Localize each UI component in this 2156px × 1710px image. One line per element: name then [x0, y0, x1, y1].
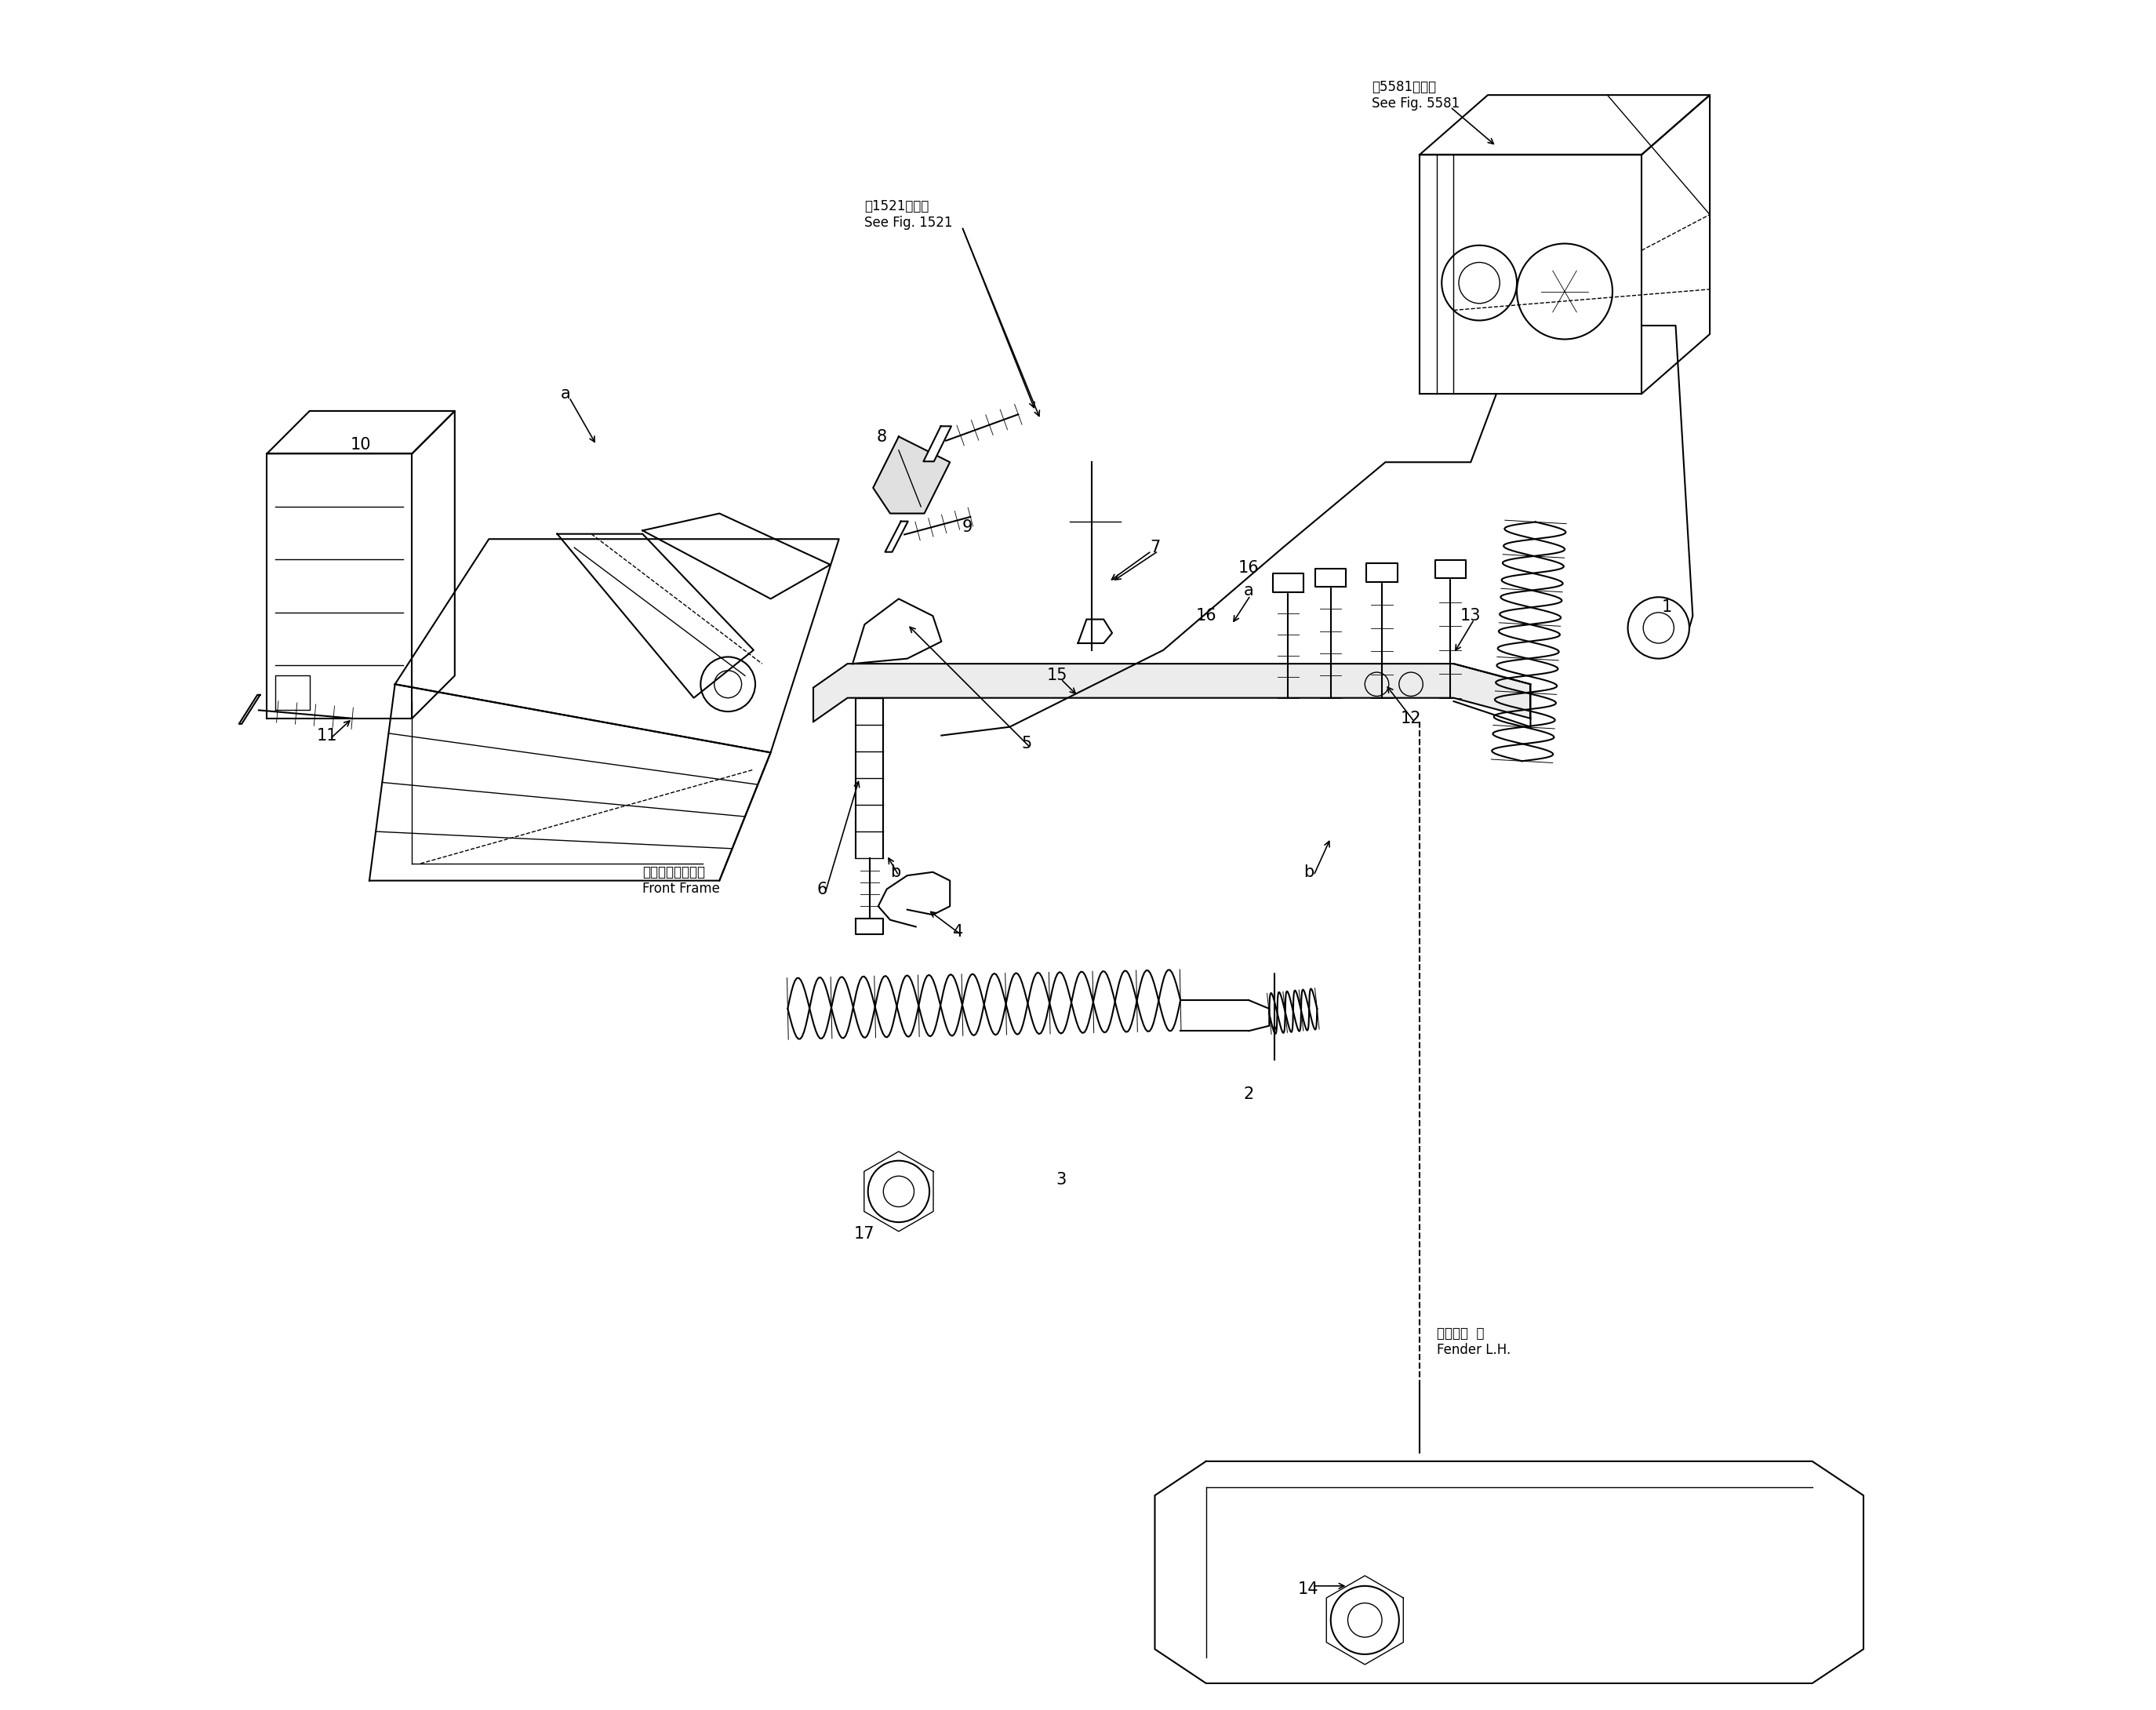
Text: 4: 4 [953, 923, 964, 940]
Text: 2: 2 [1244, 1086, 1255, 1101]
Text: 13: 13 [1460, 609, 1481, 624]
Text: 15: 15 [1048, 669, 1067, 684]
Text: フェンダ  左
Fender L.H.: フェンダ 左 Fender L.H. [1436, 1327, 1511, 1358]
Text: 14: 14 [1298, 1582, 1319, 1597]
Polygon shape [1436, 559, 1466, 578]
Polygon shape [1367, 563, 1397, 581]
Polygon shape [923, 426, 951, 462]
Text: b: b [890, 864, 901, 881]
Polygon shape [813, 663, 1531, 722]
Text: 笥5581図参照
See Fig. 5581: 笥5581図参照 See Fig. 5581 [1371, 80, 1460, 109]
Text: 5: 5 [1022, 735, 1033, 752]
Text: 11: 11 [317, 728, 336, 744]
Text: 3: 3 [1056, 1171, 1065, 1187]
Text: 12: 12 [1401, 711, 1421, 727]
Polygon shape [856, 918, 884, 935]
Text: 笥1521図参照
See Fig. 1521: 笥1521図参照 See Fig. 1521 [865, 200, 953, 229]
Text: a: a [561, 386, 571, 402]
Text: 9: 9 [962, 520, 972, 535]
Text: b: b [1304, 864, 1313, 881]
Text: 17: 17 [854, 1226, 875, 1241]
Text: 7: 7 [1149, 540, 1160, 556]
Polygon shape [1272, 573, 1304, 592]
Text: 6: 6 [817, 881, 828, 898]
Polygon shape [873, 436, 951, 513]
Text: a: a [1244, 583, 1255, 598]
Text: 10: 10 [351, 438, 371, 453]
Polygon shape [239, 694, 261, 723]
Polygon shape [1315, 568, 1345, 587]
Text: 16: 16 [1238, 561, 1259, 576]
Text: 1: 1 [1662, 600, 1673, 616]
Text: 8: 8 [877, 429, 886, 445]
Text: 16: 16 [1197, 609, 1216, 624]
Text: フロントフレーム
Front Frame: フロントフレーム Front Frame [642, 865, 720, 896]
Polygon shape [886, 522, 908, 552]
